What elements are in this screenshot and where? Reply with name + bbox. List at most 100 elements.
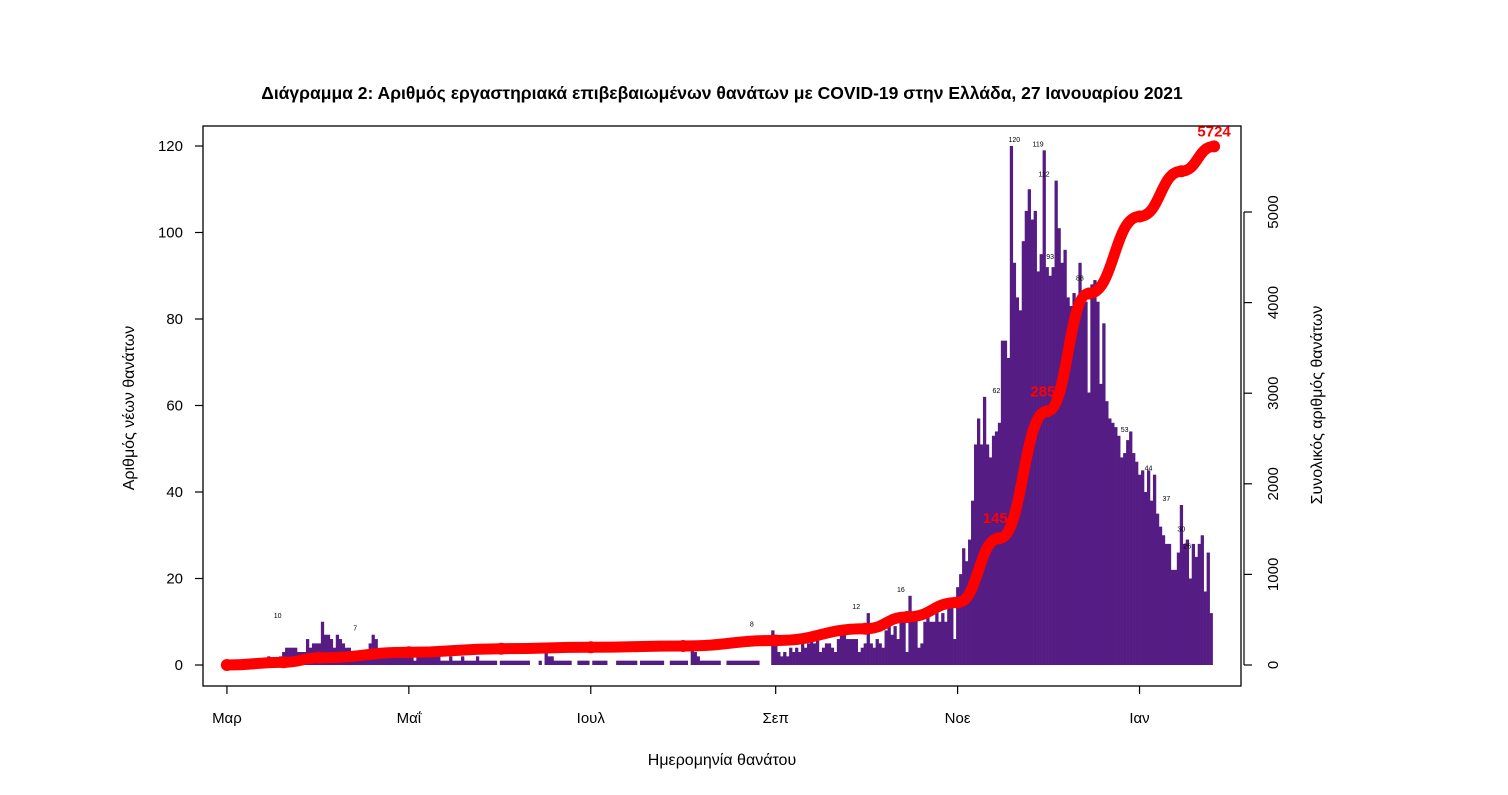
bar xyxy=(657,660,662,665)
bar xyxy=(1114,427,1118,666)
bar xyxy=(329,639,334,665)
bar xyxy=(675,660,680,665)
bar xyxy=(678,660,683,665)
bar xyxy=(1087,392,1091,665)
bar xyxy=(616,660,620,665)
bar xyxy=(848,639,853,665)
bar xyxy=(499,660,504,665)
bar xyxy=(991,435,996,665)
bar xyxy=(994,431,999,665)
bar xyxy=(1203,591,1207,665)
y-tick-label: 120 xyxy=(158,138,183,155)
cumulative-value-label: 5724 xyxy=(1197,123,1231,140)
bar xyxy=(878,643,882,666)
bar xyxy=(827,643,832,666)
bar xyxy=(619,660,623,665)
bar xyxy=(1072,293,1076,665)
y2-axis-label: Συνολικός αριθμός θανάτων xyxy=(1309,306,1326,505)
bar xyxy=(696,656,700,665)
bar xyxy=(323,634,328,665)
bar xyxy=(938,621,942,665)
bar xyxy=(944,621,948,665)
bar xyxy=(1194,556,1198,666)
bar xyxy=(1185,539,1190,665)
bar xyxy=(842,634,847,665)
bar xyxy=(446,660,450,665)
bar xyxy=(744,660,748,665)
bar xyxy=(452,660,456,665)
bar xyxy=(407,656,411,665)
bar xyxy=(839,634,844,665)
bar xyxy=(947,604,951,665)
bar xyxy=(428,656,432,665)
bar xyxy=(714,660,718,665)
bar xyxy=(693,652,697,665)
bar xyxy=(648,660,653,665)
bar xyxy=(565,660,569,665)
bar xyxy=(681,660,686,665)
bar xyxy=(651,660,656,665)
bar xyxy=(401,656,405,665)
bar xyxy=(1039,254,1043,666)
y-axis: 0 20 40 60 80 100 120 xyxy=(158,138,203,674)
bar xyxy=(1069,306,1073,665)
bar-value-label: 120 xyxy=(1008,137,1020,144)
bar xyxy=(1191,543,1195,665)
bar xyxy=(732,660,736,665)
bar xyxy=(437,656,441,665)
bar xyxy=(443,660,447,665)
bar xyxy=(699,660,703,665)
bar xyxy=(1048,275,1052,665)
bar xyxy=(580,660,584,665)
cumulative-value-label: 1455 xyxy=(983,510,1016,527)
bar xyxy=(821,647,826,665)
bar xyxy=(645,660,650,665)
bar xyxy=(783,652,787,665)
bar-value-label: 10 xyxy=(274,613,282,620)
bar xyxy=(1179,504,1184,665)
bar xyxy=(911,617,915,665)
bar xyxy=(1206,552,1210,665)
bar xyxy=(893,626,897,665)
bar xyxy=(326,634,331,665)
y2-axis: 0 1000 2000 3000 4000 5000 xyxy=(1243,195,1282,669)
bar xyxy=(914,613,918,665)
bar xyxy=(1066,297,1070,666)
x-axis: Μαρ Μαΐ Ιουλ Σεπ Νοε Ιαν xyxy=(212,686,1150,727)
cumulative-point xyxy=(993,532,1006,545)
bar-value-label: 16 xyxy=(897,587,905,594)
bar xyxy=(792,652,796,665)
bar xyxy=(562,660,566,665)
bar xyxy=(872,647,876,665)
bar xyxy=(625,660,629,665)
bar xyxy=(523,660,527,665)
bar xyxy=(440,660,444,665)
bar xyxy=(577,660,581,665)
bar xyxy=(559,660,563,665)
bar xyxy=(514,660,519,665)
bar xyxy=(780,656,784,665)
bar xyxy=(920,643,924,666)
bar xyxy=(789,647,793,665)
bar xyxy=(1063,249,1067,666)
bar xyxy=(502,660,507,665)
bar xyxy=(508,660,513,665)
cumulative-point xyxy=(584,641,597,654)
y-tick-label: 100 xyxy=(158,225,183,242)
bar xyxy=(953,639,957,665)
bar xyxy=(1096,301,1100,665)
bar-value-label: 119 xyxy=(1033,141,1044,148)
bar xyxy=(547,656,551,665)
bar xyxy=(1161,535,1166,665)
bar-value-label: 7 xyxy=(353,626,357,633)
cumulative-point xyxy=(1208,140,1221,153)
cumulative-line xyxy=(220,140,1221,671)
cumulative-labels: 1455 2852 5724 xyxy=(983,123,1232,527)
bar xyxy=(604,660,608,665)
bar xyxy=(481,660,486,665)
x-tick-label: Σεπ xyxy=(763,710,789,727)
bar-value-label: 8 xyxy=(750,621,754,628)
bar xyxy=(836,639,841,665)
bar xyxy=(490,660,495,665)
y-axis-label: Αριθμός νέων θανάτων xyxy=(121,326,138,491)
